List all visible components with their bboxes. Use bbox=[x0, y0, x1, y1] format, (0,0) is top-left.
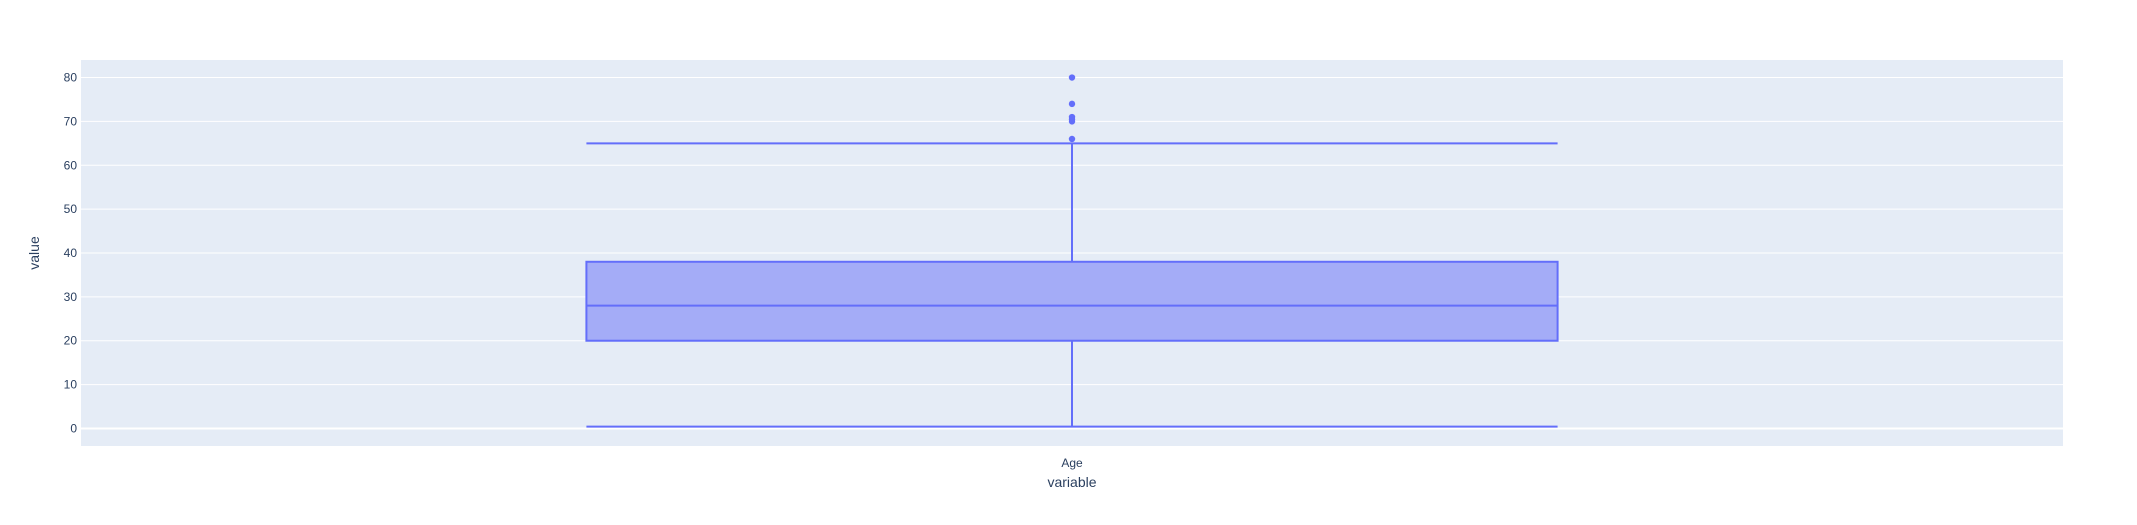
outlier-point-5 bbox=[1068, 74, 1076, 81]
outlier-point-3 bbox=[1068, 113, 1076, 121]
x-axis-title: variable bbox=[1047, 474, 1096, 490]
y-tick-label-70: 70 bbox=[64, 114, 78, 128]
outlier-point-0 bbox=[1068, 135, 1076, 143]
y-axis-title: value bbox=[26, 236, 42, 270]
y-tick-label-50: 50 bbox=[64, 202, 78, 216]
x-tick-label-age: Age bbox=[1061, 456, 1083, 470]
outlier-point-4 bbox=[1068, 100, 1076, 108]
y-tick-label-40: 40 bbox=[64, 246, 78, 260]
x-axis-ticks: Age bbox=[1061, 456, 1083, 470]
y-tick-label-20: 20 bbox=[64, 334, 78, 348]
y-tick-label-10: 10 bbox=[64, 378, 78, 392]
y-axis-ticks: 0 10 20 30 40 50 60 70 80 bbox=[64, 71, 78, 436]
box-layer bbox=[585, 74, 1559, 428]
interquartile-box bbox=[585, 260, 1559, 342]
y-tick-label-30: 30 bbox=[64, 290, 78, 304]
y-tick-label-0: 0 bbox=[70, 421, 77, 435]
y-tick-label-80: 80 bbox=[64, 71, 78, 85]
box-age bbox=[585, 74, 1559, 428]
y-tick-label-60: 60 bbox=[64, 158, 78, 172]
